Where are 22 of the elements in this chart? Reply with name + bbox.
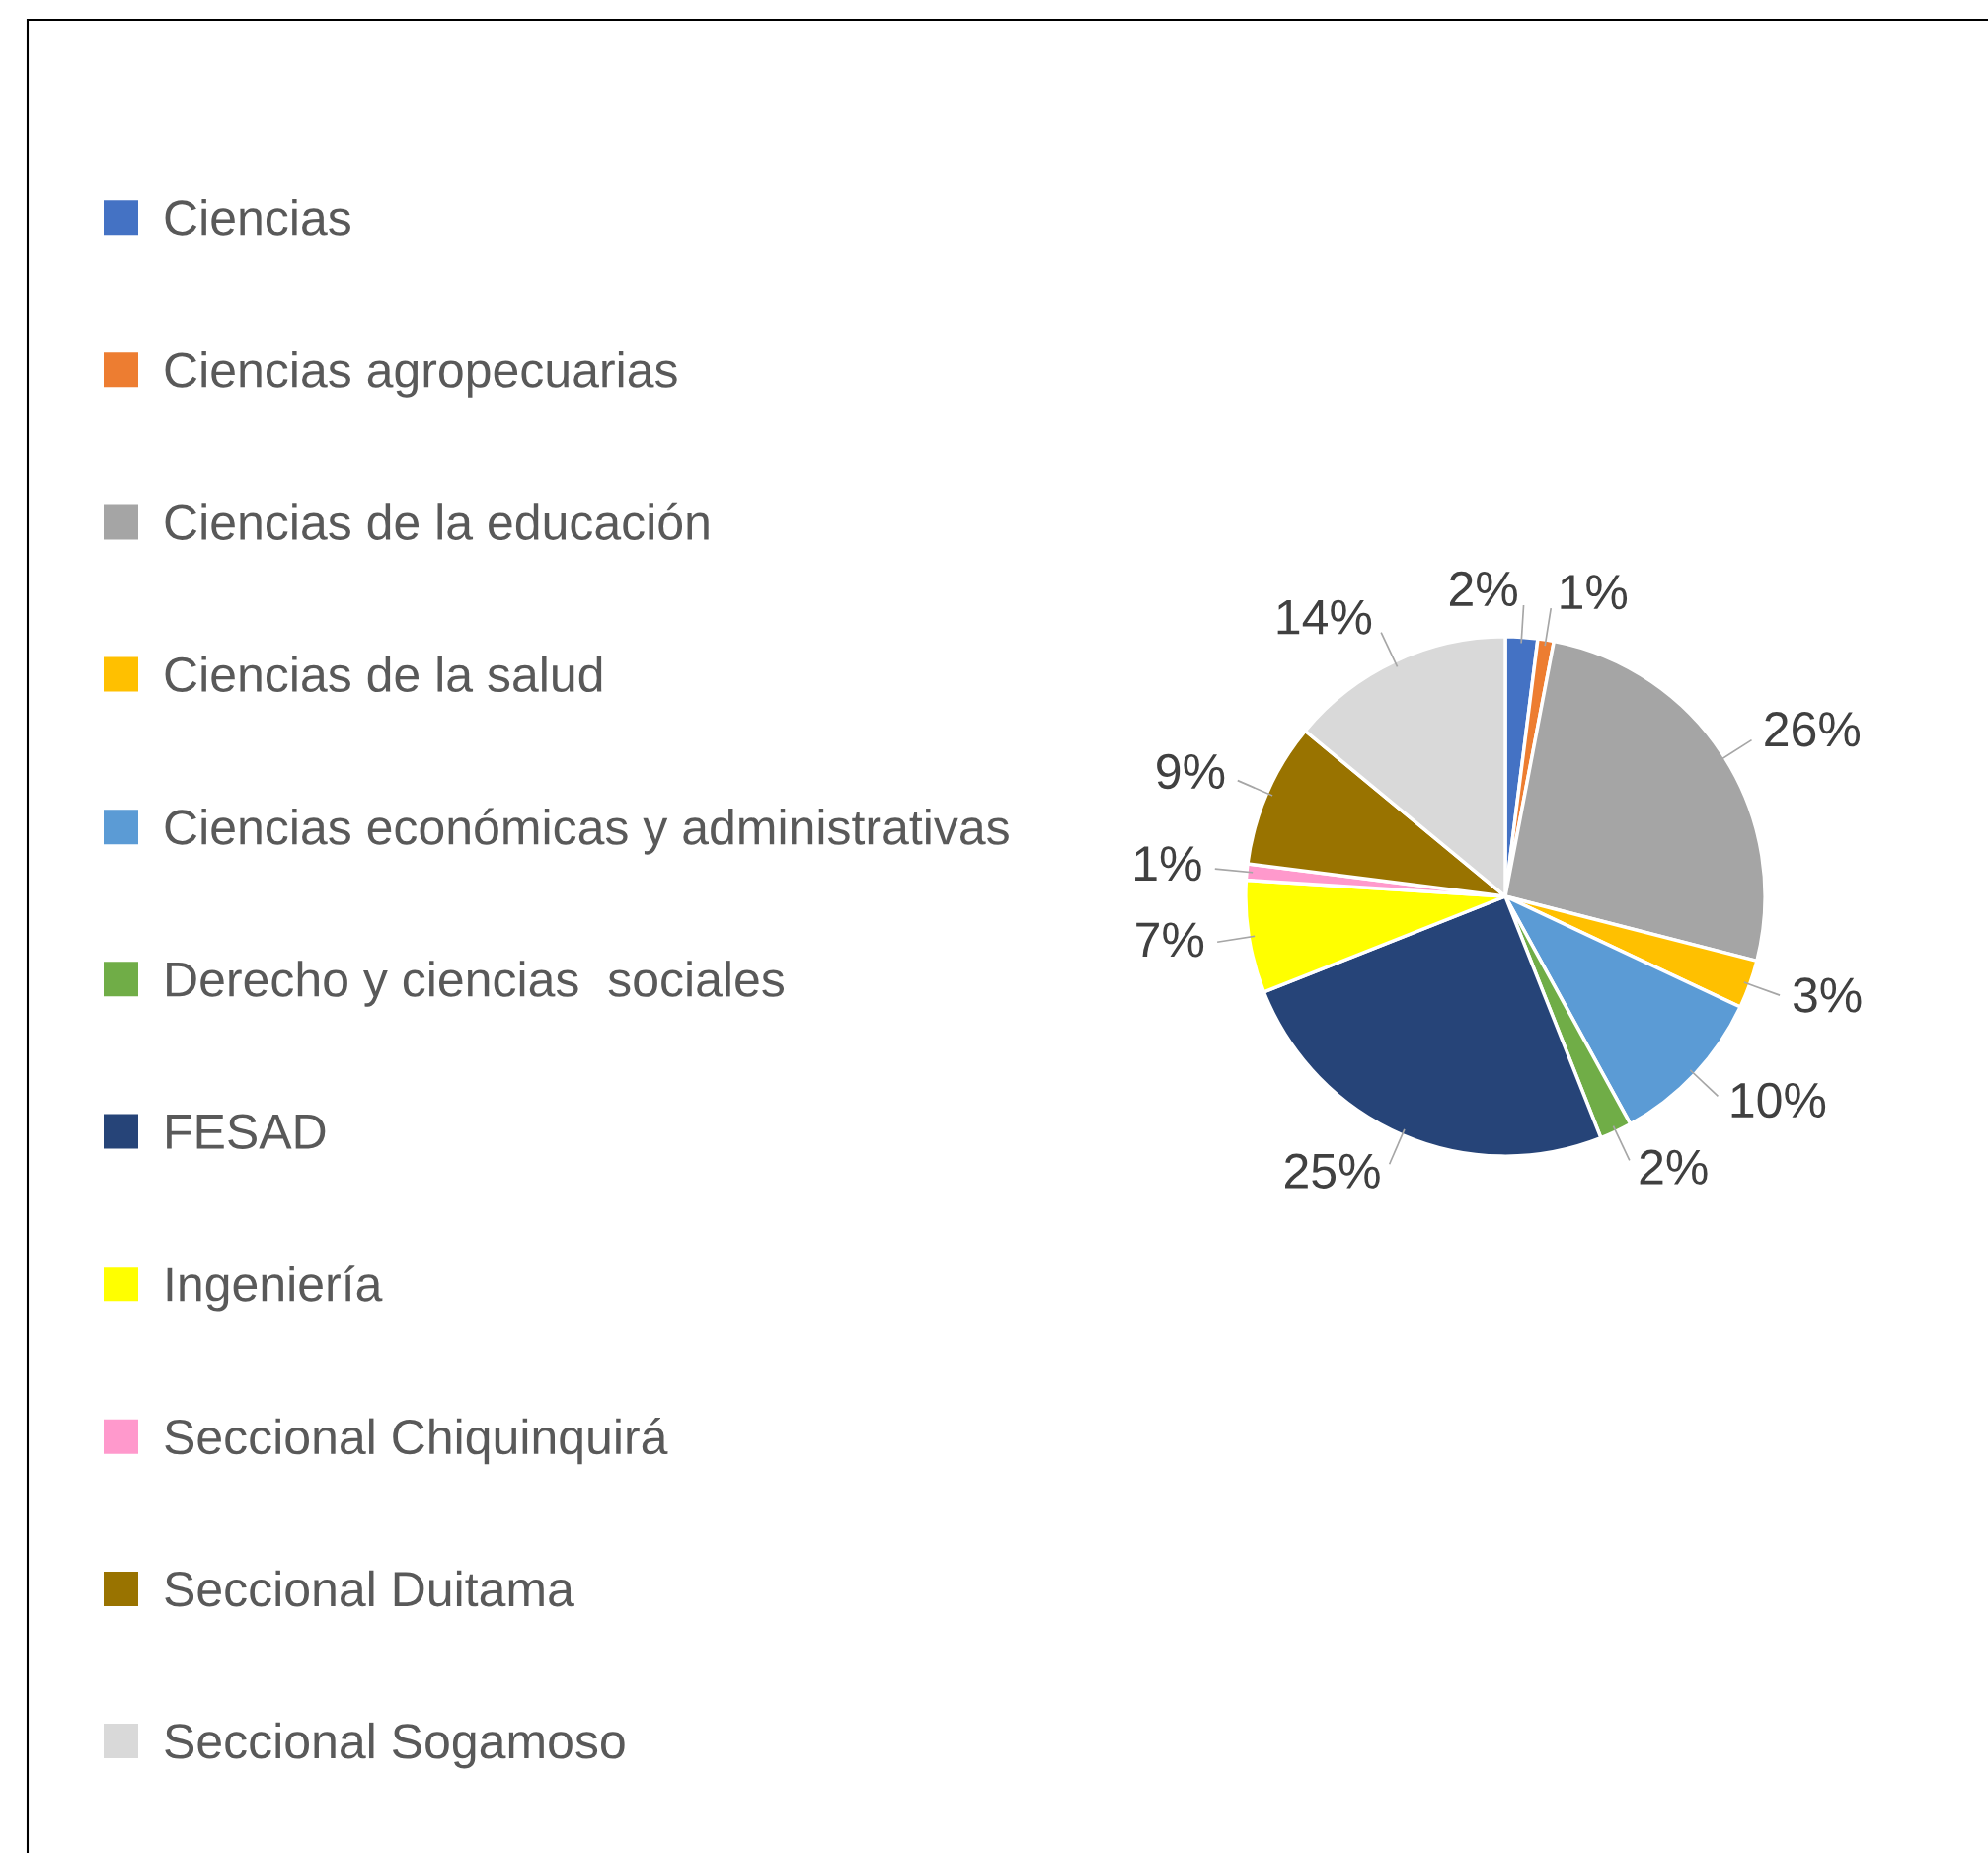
data-label: 26% xyxy=(1765,712,1861,747)
legend-label: Ciencias de la salud xyxy=(165,656,602,693)
data-label: 2% xyxy=(1640,1149,1708,1185)
data-label: 14% xyxy=(1277,599,1372,635)
data-label: 10% xyxy=(1731,1082,1826,1119)
data-label: 25% xyxy=(1285,1153,1380,1189)
legend-label: Seccional Chiquinquirá xyxy=(165,1418,668,1465)
data-label: 1% xyxy=(1561,575,1628,610)
legend-label: Ciencias xyxy=(165,199,350,236)
data-label: 3% xyxy=(1793,977,1862,1013)
legend-label: Ciencias económicas y administrativas xyxy=(165,808,1009,855)
legend-label: FESAD xyxy=(167,1114,326,1149)
data-label: 9% xyxy=(1157,753,1225,790)
data-label: 1% xyxy=(1135,846,1201,882)
legend-label: Seccional Sogamoso xyxy=(165,1722,625,1769)
legend-label: Ciencias agropecuarias xyxy=(165,351,677,398)
data-label: 2% xyxy=(1449,571,1517,606)
legend-label: Ciencias de la educación xyxy=(165,502,709,540)
data-label: 7% xyxy=(1136,922,1204,958)
legend-label: Derecho y ciencias sociales xyxy=(167,961,785,1007)
legend-label: Ingeniería xyxy=(167,1265,383,1312)
legend-label: Seccional Duitama xyxy=(165,1570,574,1607)
